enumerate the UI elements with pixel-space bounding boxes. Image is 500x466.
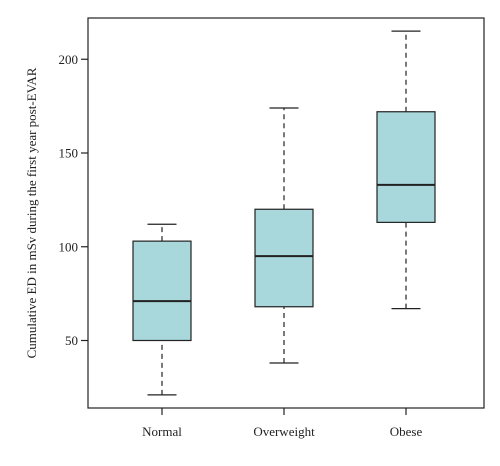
x-tick-label: Obese xyxy=(390,424,423,439)
plot-frame xyxy=(87,17,485,409)
x-tick-label: Normal xyxy=(142,424,182,439)
box-obese xyxy=(376,30,436,310)
boxes xyxy=(132,30,436,396)
iqr-box xyxy=(376,111,436,223)
y-tick-label: 150 xyxy=(59,146,79,161)
box-normal xyxy=(132,223,192,396)
y-tick-label: 200 xyxy=(59,52,79,67)
x-tick-label: Overweight xyxy=(253,424,315,439)
iqr-box xyxy=(132,240,192,342)
x-axis: Normal Overweight Obese xyxy=(142,408,422,439)
box-overweight xyxy=(254,107,314,364)
y-axis-label: Cumulative ED in mSv during the first ye… xyxy=(24,67,39,358)
y-tick-label: 50 xyxy=(65,333,78,348)
iqr-box xyxy=(254,208,314,308)
y-axis: 50 100 150 200 xyxy=(59,52,88,348)
y-tick-label: 100 xyxy=(59,239,79,254)
